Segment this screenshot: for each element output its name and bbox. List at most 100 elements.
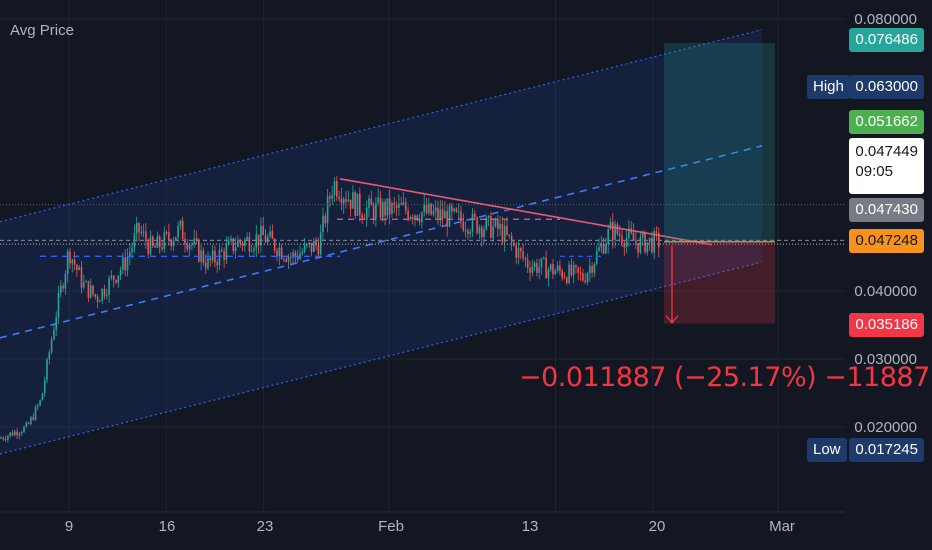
stop-zone[interactable]: [664, 241, 775, 324]
candle-body: [568, 264, 570, 283]
candle-body: [531, 266, 534, 273]
time-tick-label: 9: [65, 518, 73, 535]
last-price-tag: 0.047449 09:05: [849, 138, 924, 194]
candle-body: [651, 237, 653, 253]
candle-body: [522, 251, 524, 259]
drawing-overlays[interactable]: [0, 42, 845, 324]
candle-body: [145, 231, 147, 242]
candle-body: [177, 225, 179, 237]
candle-body: [409, 217, 412, 219]
candle-body: [48, 352, 51, 360]
candle-body: [2, 437, 5, 440]
candle-body: [402, 202, 405, 205]
candle-body: [430, 203, 432, 215]
candle-body: [11, 432, 14, 436]
candle-body: [425, 204, 428, 214]
candle-body: [494, 218, 497, 227]
candle-body: [262, 225, 264, 236]
channel-upper-line[interactable]: [0, 29, 763, 223]
candle-body: [34, 406, 37, 420]
time-tick-label: Mar: [769, 518, 795, 535]
candle-body: [586, 273, 589, 283]
candle-body: [347, 199, 350, 202]
candle-body: [529, 268, 531, 273]
candle-body: [437, 207, 439, 219]
candle-body: [460, 211, 462, 221]
candle-body: [641, 232, 644, 238]
candle-body: [126, 256, 129, 271]
candle-body: [179, 220, 182, 226]
candle-body: [536, 262, 538, 273]
target-zone[interactable]: [664, 42, 775, 242]
candle-body: [547, 269, 550, 279]
candle-body: [457, 211, 460, 213]
candle-body: [96, 296, 99, 302]
candle-body: [23, 426, 25, 433]
channel-lower-line[interactable]: [0, 261, 763, 455]
candle-body: [200, 250, 202, 262]
candle-body: [538, 267, 540, 273]
candle-body: [202, 250, 205, 263]
candle-body: [338, 196, 340, 199]
candle-body: [239, 240, 241, 244]
candle-body: [478, 227, 481, 234]
candle-body: [423, 204, 425, 213]
candle-body: [584, 280, 586, 283]
candle-body: [158, 236, 161, 248]
candle-body: [595, 251, 598, 264]
candle-body: [582, 273, 584, 281]
candle-body: [616, 224, 619, 234]
candle-body: [416, 215, 419, 220]
time-tick-label: 20: [649, 518, 666, 535]
candle-body: [359, 193, 361, 216]
candle-body: [607, 229, 609, 245]
candle-body: [267, 236, 269, 243]
candle-body: [467, 230, 469, 234]
candle-body: [191, 244, 193, 246]
candle-body: [53, 329, 55, 340]
candle-body: [563, 277, 566, 279]
candle-body: [204, 262, 207, 269]
stop-price-tag: 0.035186: [849, 313, 924, 337]
candle-body: [379, 197, 382, 218]
time-tick-label: 23: [257, 518, 274, 535]
tp-price-tag: 0.051662: [849, 110, 924, 134]
candle-body: [471, 213, 474, 232]
low-label: Low: [807, 438, 847, 462]
candle-body: [598, 247, 600, 252]
candle-body: [554, 270, 557, 275]
candle-body: [106, 295, 108, 297]
candle-body: [352, 192, 354, 209]
candle-body: [490, 215, 492, 238]
candle-body: [223, 251, 225, 260]
candle-body: [221, 250, 223, 252]
candle-body: [273, 238, 276, 251]
indicator-label[interactable]: Avg Price: [10, 22, 74, 39]
candle-body: [368, 198, 370, 208]
candle-body: [99, 300, 101, 302]
candle-body: [609, 222, 612, 230]
candle-body: [644, 232, 646, 253]
candle-body: [230, 238, 232, 241]
candle-body: [306, 244, 308, 246]
candle-body: [520, 248, 522, 252]
price-tick-label: 0.040000: [854, 283, 917, 300]
descending-trendline[interactable]: [339, 178, 713, 246]
candle-body: [207, 257, 209, 269]
candle-body: [575, 265, 577, 268]
candle-body: [39, 400, 41, 406]
candle-body: [476, 217, 478, 234]
channel-median-line[interactable]: [0, 145, 763, 339]
ascending-channel[interactable]: [0, 29, 763, 455]
time-tick-label: 13: [522, 518, 539, 535]
candle-body: [69, 251, 71, 264]
candle-body: [453, 208, 455, 212]
candle-body: [506, 225, 508, 235]
time-tick-label: Feb: [378, 518, 404, 535]
candle-body: [50, 339, 53, 353]
candle-body: [331, 194, 333, 199]
candle-body: [340, 198, 343, 204]
candle-body: [591, 265, 593, 273]
last-price-value: 0.047449: [855, 143, 918, 160]
